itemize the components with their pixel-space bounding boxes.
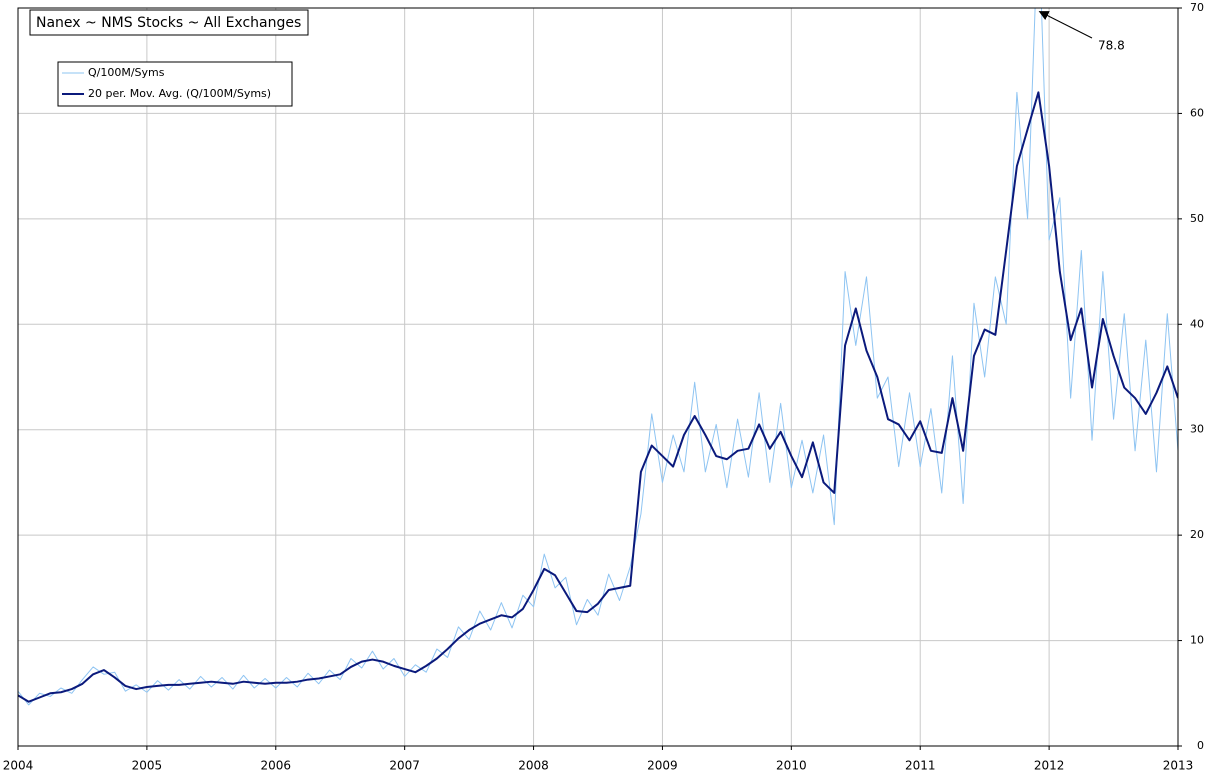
y-tick-label: 40 [1190,317,1204,330]
series-line [18,91,1178,703]
x-tick-label: 2004 [3,759,34,773]
x-tick-label: 2011 [905,759,936,773]
annotation-arrow [1038,11,1093,39]
y-tick-label: 70 [1190,1,1204,14]
legend-label: Q/100M/Syms [88,66,165,79]
chart-title: Nanex ~ NMS Stocks ~ All Exchanges [36,15,301,31]
x-tick-label: 2012 [1034,759,1065,773]
y-tick-label: 0 [1197,739,1204,752]
title-box [29,9,309,36]
x-tick-label: 2006 [261,759,292,773]
plot-frame [17,7,1179,747]
y-tick-label: 50 [1190,212,1204,225]
y-tick-label: 20 [1190,528,1204,541]
y-tick-label: 60 [1190,106,1204,119]
series-line [18,8,1178,706]
x-tick-label: 2013 [1163,759,1194,773]
x-tick-label: 2007 [389,759,420,773]
legend-box [57,61,293,107]
x-tick-label: 2008 [518,759,549,773]
x-tick-label: 2010 [776,759,807,773]
legend-label: 20 per. Mov. Avg. (Q/100M/Syms) [88,87,271,100]
x-tick-label: 2009 [647,759,678,773]
y-tick-label: 10 [1190,634,1204,647]
annotation: 78.8 [1098,39,1125,53]
y-tick-label: 30 [1190,423,1204,436]
x-tick-label: 2005 [132,759,163,773]
